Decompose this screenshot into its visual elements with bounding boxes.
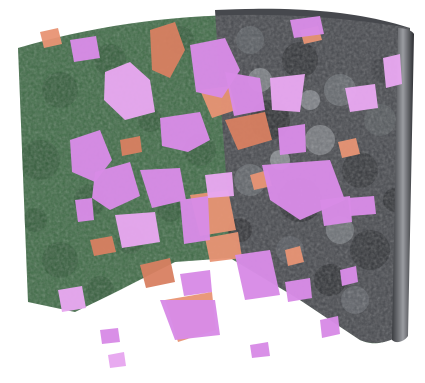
pink-grain xyxy=(290,16,324,38)
orange-grain xyxy=(120,136,142,156)
pink-grain xyxy=(205,172,234,198)
pink-grain xyxy=(348,196,376,216)
orange-grain xyxy=(40,28,62,48)
pink-grain xyxy=(108,352,126,368)
pink-grain xyxy=(225,72,265,116)
pink-grain xyxy=(250,342,270,358)
orange-grain xyxy=(285,246,304,266)
pink-grain xyxy=(320,196,352,226)
orange-grain xyxy=(338,138,360,158)
pink-grain xyxy=(340,266,358,286)
pink-grain xyxy=(180,196,210,244)
orange-grain xyxy=(225,112,272,150)
pink-grain xyxy=(100,328,120,344)
orange-grain xyxy=(150,22,185,78)
orange-grain xyxy=(140,258,175,288)
pink-grain xyxy=(115,212,160,248)
pink-grain xyxy=(70,130,112,182)
pink-grain xyxy=(285,278,312,302)
pink-grain xyxy=(70,36,100,62)
pink-grain xyxy=(104,62,155,120)
pink-grain xyxy=(278,124,306,155)
cylinder-rim xyxy=(392,28,414,343)
orange-grain xyxy=(90,236,116,256)
pink-grain xyxy=(180,270,212,296)
pink-grains xyxy=(58,16,402,368)
pink-grain xyxy=(92,162,140,210)
orange-grain xyxy=(205,232,242,262)
pink-grain xyxy=(345,84,378,112)
pink-grain xyxy=(160,300,220,340)
pink-grain xyxy=(235,250,280,300)
pink-grain xyxy=(383,54,402,88)
pink-grain xyxy=(160,112,210,152)
pink-grain xyxy=(140,168,186,208)
pink-grain xyxy=(75,198,94,222)
pink-grain xyxy=(270,74,305,112)
pink-grain xyxy=(320,316,340,338)
pink-grain xyxy=(58,286,86,312)
